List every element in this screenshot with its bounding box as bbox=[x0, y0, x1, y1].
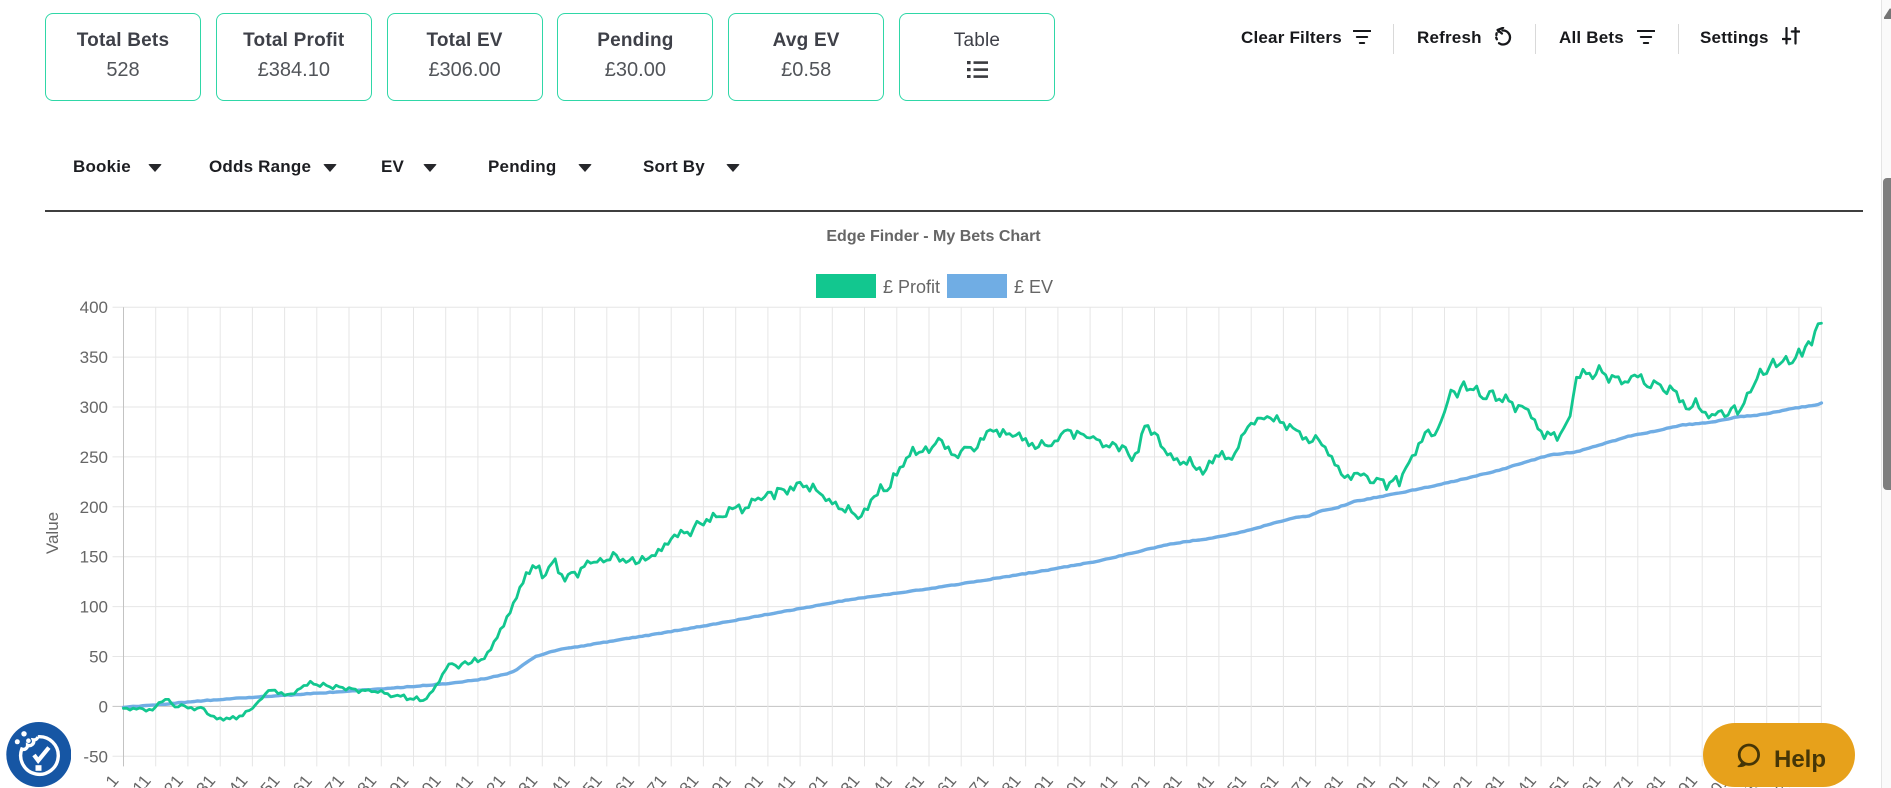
svg-text:301: 301 bbox=[1056, 771, 1089, 788]
svg-text:1: 1 bbox=[102, 771, 123, 788]
svg-text:491: 491 bbox=[1668, 771, 1701, 788]
svg-text:161: 161 bbox=[605, 771, 638, 788]
svg-text:481: 481 bbox=[1636, 771, 1669, 788]
svg-text:Value: Value bbox=[43, 512, 62, 554]
svg-text:231: 231 bbox=[831, 771, 864, 788]
svg-text:91: 91 bbox=[386, 771, 413, 788]
svg-text:101: 101 bbox=[412, 771, 445, 788]
svg-text:-50: -50 bbox=[83, 747, 108, 766]
svg-text:111: 111 bbox=[446, 771, 477, 788]
svg-text:100: 100 bbox=[80, 598, 108, 617]
svg-text:250: 250 bbox=[80, 448, 108, 467]
svg-text:451: 451 bbox=[1540, 771, 1573, 788]
svg-text:441: 441 bbox=[1507, 771, 1540, 788]
svg-text:321: 321 bbox=[1121, 771, 1154, 788]
svg-text:181: 181 bbox=[670, 771, 703, 788]
svg-text:271: 271 bbox=[960, 771, 993, 788]
svg-text:400: 400 bbox=[80, 298, 108, 317]
svg-text:191: 191 bbox=[702, 771, 735, 788]
svg-text:311: 311 bbox=[1089, 771, 1121, 788]
svg-text:21: 21 bbox=[160, 771, 187, 788]
svg-text:211: 211 bbox=[767, 771, 799, 788]
svg-text:171: 171 bbox=[637, 771, 670, 788]
svg-text:51: 51 bbox=[257, 771, 284, 788]
svg-text:300: 300 bbox=[80, 398, 108, 417]
svg-text:200: 200 bbox=[80, 498, 108, 517]
svg-text:261: 261 bbox=[927, 771, 960, 788]
svg-text:381: 381 bbox=[1314, 771, 1347, 788]
svg-text:331: 331 bbox=[1153, 771, 1186, 788]
svg-text:221: 221 bbox=[799, 771, 832, 788]
svg-text:471: 471 bbox=[1604, 771, 1637, 788]
svg-text:461: 461 bbox=[1572, 771, 1605, 788]
svg-text:71: 71 bbox=[321, 771, 348, 788]
svg-text:341: 341 bbox=[1185, 771, 1218, 788]
svg-text:201: 201 bbox=[734, 771, 767, 788]
svg-text:350: 350 bbox=[80, 348, 108, 367]
svg-text:361: 361 bbox=[1250, 771, 1283, 788]
svg-text:371: 371 bbox=[1282, 771, 1315, 788]
svg-text:241: 241 bbox=[863, 771, 896, 788]
svg-text:41: 41 bbox=[225, 771, 252, 788]
svg-text:131: 131 bbox=[509, 771, 542, 788]
svg-text:81: 81 bbox=[354, 771, 381, 788]
svg-text:31: 31 bbox=[193, 771, 220, 788]
svg-text:150: 150 bbox=[80, 548, 108, 567]
svg-text:421: 421 bbox=[1443, 771, 1476, 788]
svg-text:291: 291 bbox=[1024, 771, 1057, 788]
svg-text:281: 281 bbox=[992, 771, 1025, 788]
svg-text:351: 351 bbox=[1217, 771, 1250, 788]
svg-text:391: 391 bbox=[1346, 771, 1379, 788]
svg-text:11: 11 bbox=[129, 771, 155, 788]
svg-text:401: 401 bbox=[1379, 771, 1412, 788]
svg-text:121: 121 bbox=[476, 771, 509, 788]
svg-text:141: 141 bbox=[541, 771, 574, 788]
svg-text:50: 50 bbox=[89, 648, 108, 667]
svg-text:411: 411 bbox=[1412, 771, 1444, 788]
svg-text:251: 251 bbox=[895, 771, 928, 788]
svg-text:151: 151 bbox=[573, 771, 606, 788]
svg-text:0: 0 bbox=[99, 697, 108, 716]
svg-text:61: 61 bbox=[289, 771, 316, 788]
svg-text:431: 431 bbox=[1475, 771, 1508, 788]
